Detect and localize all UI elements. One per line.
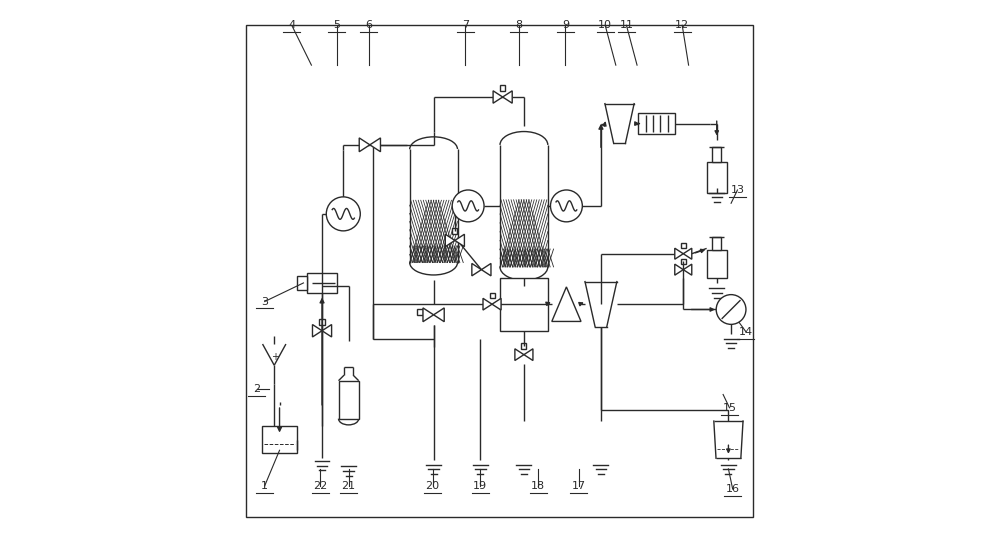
- Bar: [500, 278, 548, 331]
- Text: 13: 13: [730, 185, 744, 195]
- Polygon shape: [492, 299, 501, 310]
- Text: 14: 14: [739, 327, 753, 337]
- Polygon shape: [683, 248, 692, 259]
- Bar: [638, 113, 675, 134]
- Text: 5: 5: [333, 20, 340, 30]
- Bar: [297, 276, 307, 290]
- Bar: [707, 250, 727, 278]
- Text: 18: 18: [531, 481, 545, 491]
- Text: 12: 12: [675, 20, 689, 30]
- Text: 19: 19: [473, 481, 487, 491]
- Bar: [707, 162, 727, 193]
- Polygon shape: [434, 308, 444, 321]
- Polygon shape: [524, 349, 533, 360]
- Polygon shape: [312, 325, 322, 337]
- Polygon shape: [493, 91, 503, 103]
- Polygon shape: [552, 287, 581, 321]
- Text: 2: 2: [253, 384, 260, 394]
- Bar: [500, 85, 505, 91]
- Polygon shape: [445, 234, 455, 247]
- Bar: [521, 343, 526, 349]
- Text: 1: 1: [261, 481, 268, 491]
- Polygon shape: [483, 299, 492, 310]
- Text: 9: 9: [562, 20, 569, 30]
- Circle shape: [326, 197, 360, 231]
- Bar: [307, 273, 337, 293]
- Text: 11: 11: [619, 20, 633, 30]
- Text: 16: 16: [726, 484, 740, 494]
- Bar: [262, 426, 297, 453]
- Text: 21: 21: [342, 481, 356, 491]
- Bar: [681, 243, 686, 248]
- Text: 10: 10: [598, 20, 612, 30]
- Text: 8: 8: [515, 20, 522, 30]
- Polygon shape: [322, 325, 332, 337]
- Polygon shape: [423, 308, 434, 321]
- Bar: [452, 229, 457, 234]
- Polygon shape: [370, 138, 380, 152]
- Text: 22: 22: [313, 481, 328, 491]
- Text: 7: 7: [462, 20, 469, 30]
- Polygon shape: [515, 349, 524, 360]
- Bar: [410, 150, 458, 263]
- Polygon shape: [472, 263, 481, 276]
- Text: 4: 4: [288, 20, 295, 30]
- Text: 20: 20: [425, 481, 440, 491]
- Text: 6: 6: [365, 20, 372, 30]
- Polygon shape: [675, 264, 683, 275]
- Polygon shape: [503, 91, 512, 103]
- Bar: [500, 145, 548, 267]
- Polygon shape: [481, 263, 491, 276]
- Polygon shape: [683, 264, 692, 275]
- Bar: [490, 293, 495, 299]
- Polygon shape: [675, 248, 683, 259]
- Bar: [339, 381, 359, 419]
- Bar: [712, 147, 721, 162]
- Polygon shape: [359, 138, 370, 152]
- Text: 3: 3: [261, 296, 268, 307]
- Text: 15: 15: [722, 403, 736, 413]
- Circle shape: [716, 295, 746, 324]
- Polygon shape: [455, 234, 464, 247]
- Text: 17: 17: [572, 481, 586, 491]
- Circle shape: [550, 190, 582, 222]
- Bar: [417, 309, 423, 315]
- Bar: [712, 237, 721, 250]
- Text: +: +: [271, 352, 279, 362]
- Bar: [681, 259, 686, 264]
- Bar: [319, 319, 325, 325]
- Circle shape: [452, 190, 484, 222]
